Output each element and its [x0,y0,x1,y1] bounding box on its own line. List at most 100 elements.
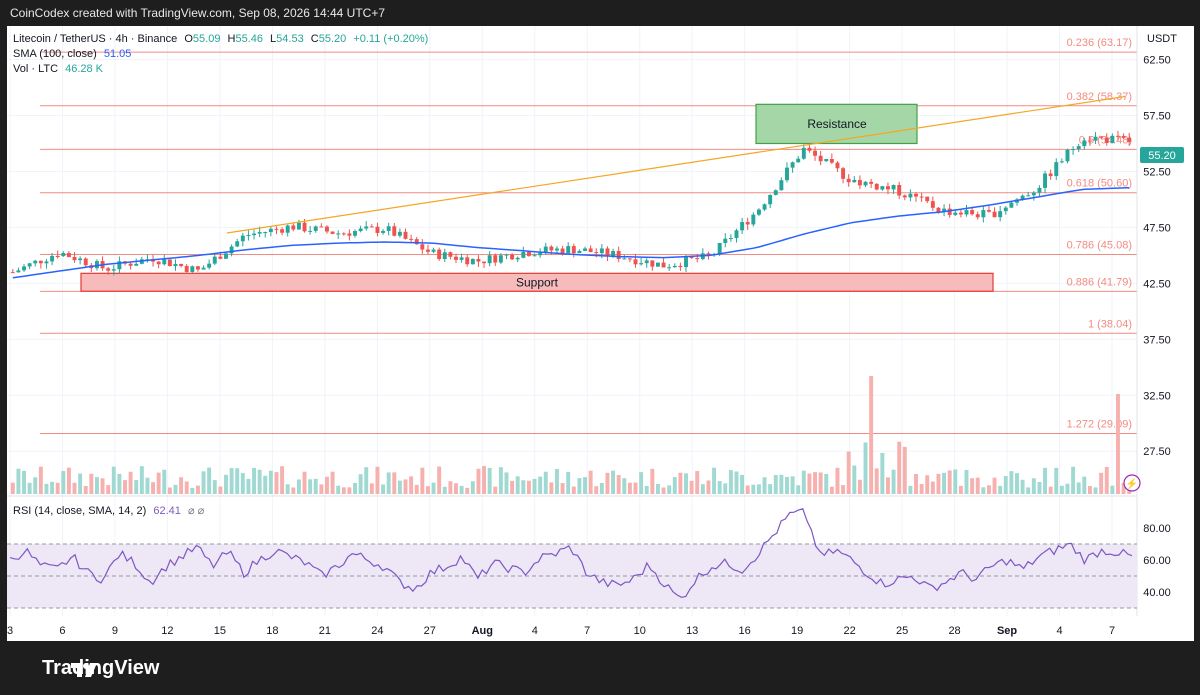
legend-l: 54.53 [276,33,304,45]
candle-body [981,210,986,218]
candle-body [336,233,341,235]
volume-bar [106,485,111,494]
candle-body [756,209,761,215]
volume-bar [274,472,279,494]
volume-bar [616,475,621,494]
chart-area[interactable]: 0.236 (63.17) 0.382 (58.37) 0.5 (54.48) 0.6… [7,26,1194,641]
candle-body [583,248,587,251]
candle-body [44,261,49,264]
candle-body [252,233,256,236]
trendline[interactable] [226,95,1126,234]
candle-body [975,214,980,218]
volume-bar [790,476,795,494]
volume-bar [723,483,728,494]
last-price-badge [1140,147,1184,163]
candle-body [970,210,975,215]
price-axis[interactable]: 62.50 57.50 52.50 47.50 42.50 37.50 32.50 27.50 [1143,55,1171,459]
candle-body [212,256,217,264]
candle-body [347,233,352,236]
volume-bar [431,482,436,494]
volume-bar [992,477,997,494]
candle-body [128,263,133,266]
date-tick-label: 12 [161,625,173,637]
candle-body [661,262,666,268]
legend-c-label: C [311,33,319,45]
volume-bar [38,466,43,494]
volume-bar [1104,467,1109,494]
candle-body [762,204,767,210]
volume-bar [902,446,907,494]
volume-bar [627,482,632,494]
volume-bar [83,486,88,494]
rsi-axis[interactable]: 80.00 60.00 40.00 [1143,523,1171,599]
volume-bar [78,473,83,494]
lightning-icon[interactable] [1123,474,1141,492]
candle-body [78,258,83,261]
volume-bar [745,485,750,494]
candle-body [268,228,273,233]
candle-body [728,238,733,240]
volume-bar [655,483,660,494]
volume-bar [779,474,784,494]
price-tick-label: 37.50 [1143,334,1171,346]
date-tick-label: 10 [634,625,646,637]
candle-body [908,193,913,198]
candle-body [173,263,178,267]
volume-bar [117,473,122,494]
svg-text:SMA (100, close) 51.05: SMA (100, close) 51.05 [13,48,131,60]
candle-body [1043,173,1048,188]
candle-body [246,235,251,237]
volume-bar [1059,485,1064,494]
volume-bar [813,472,817,494]
volume-bar [229,468,234,494]
volume-bar [801,470,806,494]
candle-body [414,239,419,245]
candle-body [768,194,773,205]
candle-body [919,196,924,198]
fib-label: 0.618 (50.60) [1067,178,1132,190]
volume-bar [852,465,857,494]
candle-body [555,248,559,251]
svg-text:Litecoin / TetherUS · 4h · Bin: Litecoin / TetherUS · 4h · Binance O55.0… [13,33,428,45]
volume-bar [919,483,924,494]
volume-bar [27,482,32,494]
candle-body [10,272,15,274]
legend-sma-label: SMA (100, close) [13,48,97,60]
volume-bar [644,485,649,494]
candle-body [409,238,414,240]
zones[interactable]: Resistance Support [80,103,994,292]
volume-bars [10,376,1132,494]
candle-body [532,255,537,257]
volume-bar [583,477,587,494]
candle-body [807,147,812,151]
volume-bar [667,485,672,494]
price-tick-label: 62.50 [1143,55,1171,67]
date-axis[interactable]: 3 6 9 12 15 18 21 24 27 Aug 4 7 10 13 16 19 22 25 28 Sep 4 7 [7,625,1115,637]
chart-svg[interactable]: 0.236 (63.17)0.382 (58.37)0.5 (54.48)0.6… [7,26,1194,641]
candle-body [672,265,677,268]
rsi-pane [7,508,1137,609]
candle-body [454,256,458,260]
volume-bar [930,481,935,494]
candle-body [325,226,329,232]
candle-body [986,210,991,212]
volume-bar [381,484,386,494]
volume-bar [807,473,812,494]
volume-bar [953,469,958,494]
volume-bar [291,487,296,494]
volume-bar [207,467,212,494]
candle-body [190,266,195,272]
bottom-bar [0,641,1200,695]
tradingview-logo: TradingView [42,657,160,679]
candle-body [302,222,307,232]
candle-body [863,181,868,186]
fib-retracement[interactable]: 0.236 (63.17)0.382 (58.37)0.5 (54.48)0.6… [40,37,1137,434]
volume-bar [515,476,520,494]
candle-body [577,250,582,254]
volume-bar [1116,394,1120,494]
candle-body [751,214,756,225]
candle-body [622,258,627,260]
volume-bar [633,482,638,494]
candle-body [829,158,834,163]
candle-body [958,212,963,215]
